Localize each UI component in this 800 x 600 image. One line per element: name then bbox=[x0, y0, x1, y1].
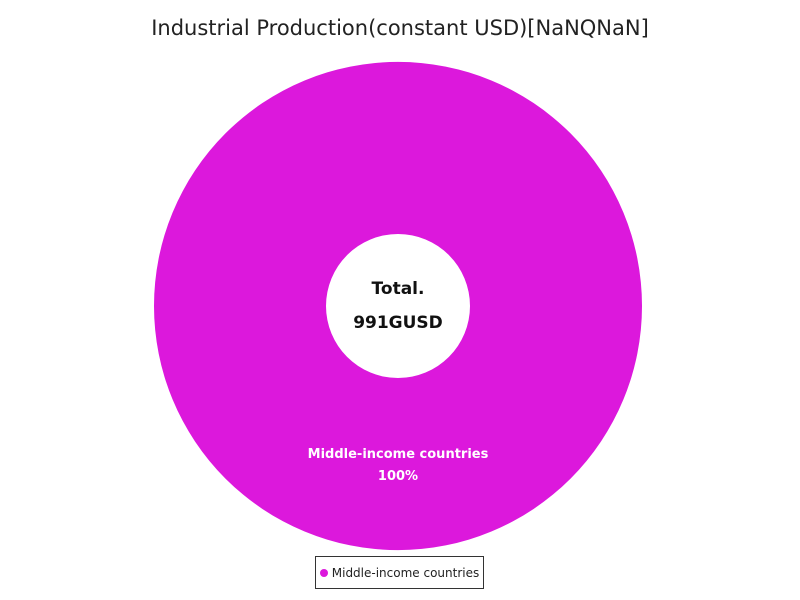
legend-swatch-icon bbox=[319, 568, 328, 577]
slice-percent-label: 100% bbox=[378, 469, 418, 484]
center-value: 991GUSD bbox=[353, 313, 443, 333]
legend[interactable]: Middle-income countries bbox=[315, 556, 484, 589]
legend-label: Middle-income countries bbox=[331, 565, 480, 580]
center-heading: Total. bbox=[372, 279, 425, 299]
pie-slice bbox=[153, 61, 642, 551]
chart-title: Industrial Production(constant USD)[NaNQ… bbox=[151, 16, 649, 40]
slice-name-label: Middle-income countries bbox=[308, 447, 489, 462]
